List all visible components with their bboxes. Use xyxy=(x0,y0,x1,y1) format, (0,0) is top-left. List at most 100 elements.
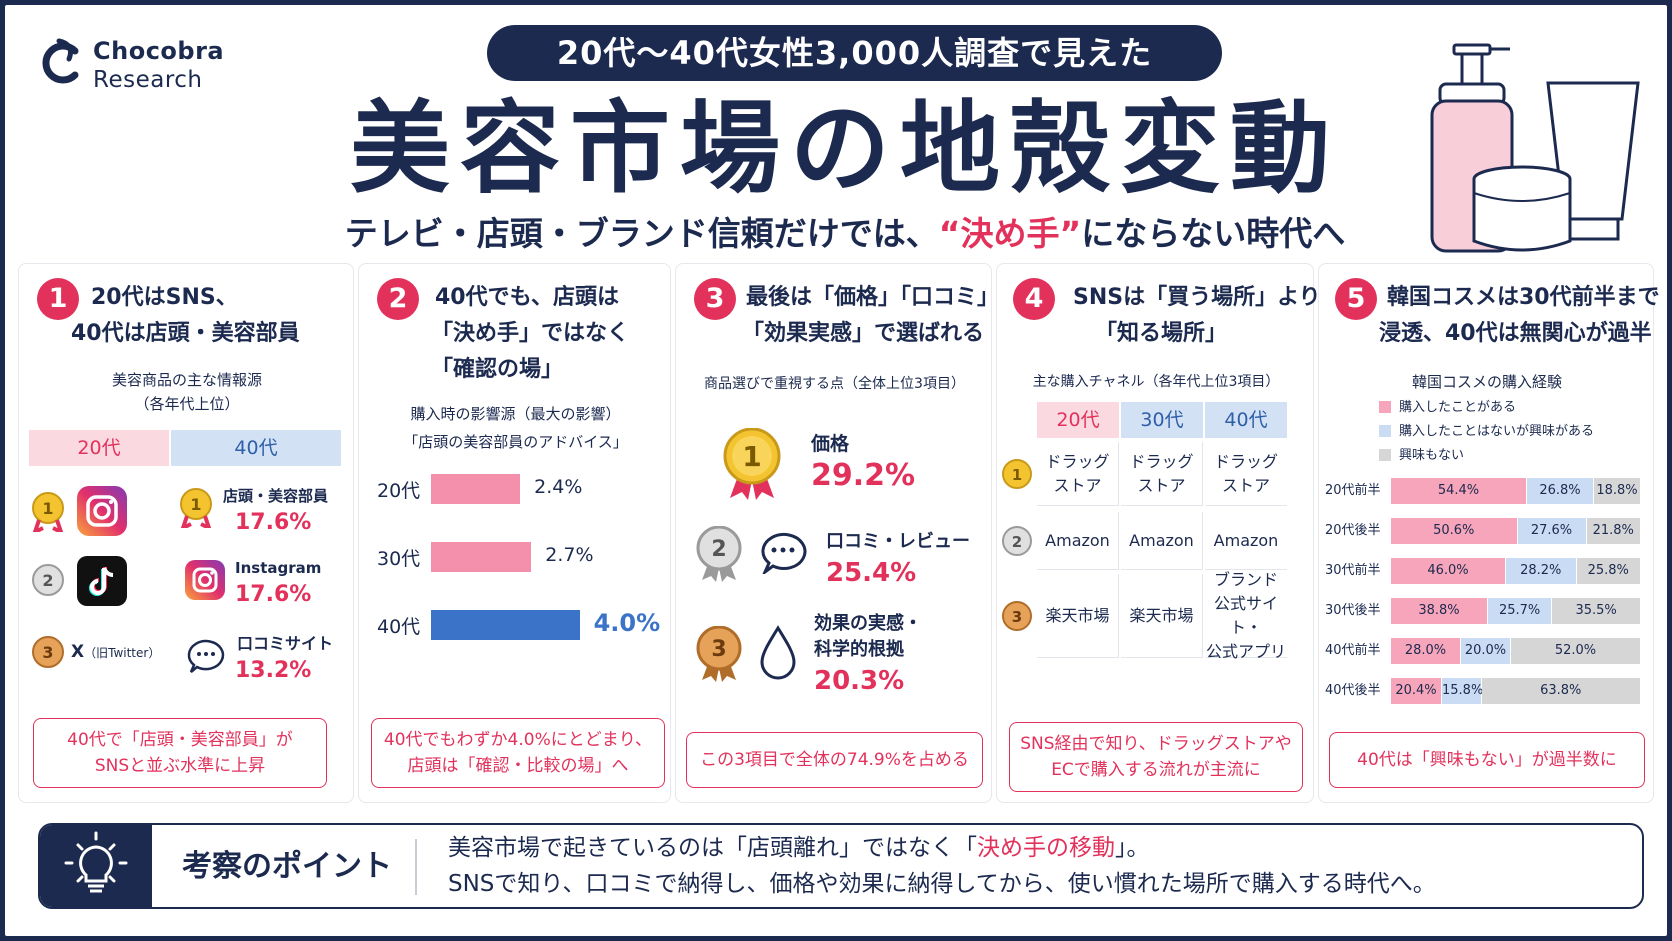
bar-30代 xyxy=(431,542,532,572)
svg-text:1: 1 xyxy=(42,499,53,518)
svg-text:3: 3 xyxy=(1012,608,1022,626)
gold-medal-icon: 1 xyxy=(1002,459,1032,489)
item1-value: 29.2% xyxy=(811,458,916,493)
panel-title-line2: 40代は店頭・美容部員 xyxy=(71,321,300,346)
gold-medal-icon: 1 xyxy=(32,492,64,532)
insight-highlight: 決め手の移動 xyxy=(977,835,1115,861)
channel-cell: 楽天市場 xyxy=(1121,574,1203,658)
bronze-medal-icon: 3 xyxy=(1002,601,1032,631)
col-header-40s: 40代 xyxy=(171,430,341,466)
svg-text:3: 3 xyxy=(42,643,53,662)
bar-value-label: 4.0% xyxy=(593,609,661,637)
segment-1: 38.8% xyxy=(1391,598,1487,624)
row-label: 40代後半 xyxy=(1325,683,1381,698)
legend-not-interested-label: 興味もない xyxy=(1399,448,1465,463)
bar-value-label: 2.4% xyxy=(534,476,583,498)
panel-title-line2: 浸透、40代は無関心が過半 xyxy=(1379,321,1652,346)
rank3-40s-value: 13.2% xyxy=(235,658,312,683)
x-twitter-label: X（旧Twitter） xyxy=(71,642,160,663)
bronze-medal-icon: 3 xyxy=(696,626,742,682)
segment-3: 63.8% xyxy=(1481,678,1640,704)
item2-value: 25.4% xyxy=(826,558,917,588)
cosmetics-illustration-icon xyxy=(1430,43,1640,253)
panel-number: 5 xyxy=(1335,278,1377,320)
row-label: 40代前半 xyxy=(1325,643,1381,658)
panel-title-line1: 最後は「価格」「口コミ」 xyxy=(746,285,1000,310)
segment-2: 25.7% xyxy=(1488,598,1552,624)
tiktok-icon xyxy=(77,556,127,606)
panel-caption: 韓国コスメの購入経験 xyxy=(1411,373,1562,391)
insight-icon-area xyxy=(40,825,152,907)
panel-footnote: SNS経由で知り、ドラッグストアや ECで購入する流れが主流に xyxy=(1009,722,1303,792)
panel-title-line2: 「効果実感」で選ばれる xyxy=(742,321,985,346)
bar-20代 xyxy=(431,474,521,504)
legend-purchased-label: 購入したことがある xyxy=(1399,400,1517,415)
x-label: X xyxy=(71,642,85,662)
bar-40代 xyxy=(431,610,580,640)
page-subtitle: テレビ・店頭・ブランド信頼だけでは、“決め手”にならない時代へ xyxy=(255,211,1435,257)
panel-number: 2 xyxy=(377,278,419,320)
legend-not-interested: 興味もない xyxy=(1379,448,1464,464)
survey-banner: 20代〜40代女性3,000人調査で見えた xyxy=(487,25,1222,81)
col-header-40代: 40代 xyxy=(1205,402,1287,438)
col-header-20s: 20代 xyxy=(29,430,169,466)
gold-medal-icon: 1 xyxy=(723,428,781,500)
channel-cell: Amazon xyxy=(1121,512,1203,570)
footnote-line2: 店頭は「確認・比較の場」へ xyxy=(407,756,629,776)
segment-1: 20.4% xyxy=(1391,678,1441,704)
panel-title-line1: 韓国コスメは30代前半まで xyxy=(1387,285,1660,310)
channel-cell: ドラッグ ストア xyxy=(1037,442,1119,506)
panel-number: 4 xyxy=(1013,278,1055,320)
col-header-30代: 30代 xyxy=(1121,402,1203,438)
segment-1: 46.0% xyxy=(1391,558,1505,584)
brand-name: Chocobra xyxy=(93,37,225,65)
panel-caption-sub: （各年代上位） xyxy=(134,395,240,413)
insight-line1-c: 」。 xyxy=(1115,835,1150,861)
legend-interested-label: 購入したことはないが興味がある xyxy=(1399,424,1595,439)
segment-2: 28.2% xyxy=(1506,558,1576,584)
svg-text:2: 2 xyxy=(711,537,726,562)
panel-store-influence: 2 40代でも、店頭は 「決め手」ではなく 「確認の場」 購入時の影響源（最大の… xyxy=(358,263,671,803)
insight-line1: 美容市場で起きているのは「店頭離れ」ではなく「決め手の移動」。 xyxy=(448,831,1150,865)
channel-cell: Amazon xyxy=(1205,512,1287,570)
footnote-line2: SNSと並ぶ水準に上昇 xyxy=(94,756,266,776)
instagram-icon xyxy=(185,560,225,600)
svg-text:1: 1 xyxy=(190,495,201,514)
rank2-40s-label: Instagram xyxy=(235,559,322,577)
page-title: 美容市場の地殻変動 xyxy=(350,90,1340,207)
panel-title-line2: 「知る場所」 xyxy=(1095,321,1228,346)
insight-line1-a: 美容市場で起きているのは「店頭離れ」ではなく「 xyxy=(448,835,977,861)
row-label: 30代後半 xyxy=(1325,603,1381,618)
bronze-medal-icon: 3 xyxy=(32,636,64,668)
channel-cell: ドラッグ ストア xyxy=(1121,442,1203,506)
segment-2: 20.0% xyxy=(1461,638,1510,664)
subtitle-highlight: “決め手” xyxy=(938,214,1082,253)
panel-caption: 購入時の影響源（最大の影響） xyxy=(410,405,621,423)
footnote-line2: ECで購入する流れが主流に xyxy=(1051,760,1261,780)
channel-cell: Amazon xyxy=(1037,512,1119,570)
item3-label-line2: 科学的根拠 xyxy=(814,639,904,660)
panel-korean-cosmetics: 5 韓国コスメは30代前半まで 浸透、40代は無関心が過半 韓国コスメの購入経験… xyxy=(1318,263,1660,803)
chocobra-logo-icon xyxy=(42,38,79,84)
panel-caption-sub: 「店頭の美容部員のアドバイス」 xyxy=(403,433,628,451)
bar-value-label: 2.7% xyxy=(545,544,594,566)
channel-cell: ブランド 公式サイト・ 公式アプリ xyxy=(1205,569,1287,661)
segment-3: 21.8% xyxy=(1586,518,1640,544)
item2-label: 口コミ・レビュー xyxy=(826,531,970,552)
footnote-line1: 40代でもわずか4.0%にとどまり、 xyxy=(383,730,653,750)
panel-footnote: この3項目で全体の74.9%を占める xyxy=(686,732,983,788)
panel-title-line1: 20代はSNS、 xyxy=(91,285,238,310)
segment-1: 50.6% xyxy=(1391,518,1517,544)
speech-bubble-icon xyxy=(761,533,807,574)
channel-cell: 楽天市場 xyxy=(1037,574,1119,658)
legend-interested: 購入したことはないが興味がある xyxy=(1379,424,1594,440)
segment-3: 25.8% xyxy=(1576,558,1640,584)
svg-text:1: 1 xyxy=(1012,466,1022,484)
infographic: Chocobra Research 20代〜40代女性3,000人調査で見えた … xyxy=(5,5,1667,936)
instagram-icon xyxy=(77,486,127,536)
rank1-40s-label: 店頭・美容部員 xyxy=(223,487,329,505)
footnote-line1: 40代で「店頭・美容部員」が xyxy=(67,730,293,750)
bar-category-label: 30代 xyxy=(377,548,421,570)
panel-footnote: 40代で「店頭・美容部員」が SNSと並ぶ水準に上昇 xyxy=(33,718,327,788)
rank3-40s-label: 口コミサイト xyxy=(237,634,334,653)
